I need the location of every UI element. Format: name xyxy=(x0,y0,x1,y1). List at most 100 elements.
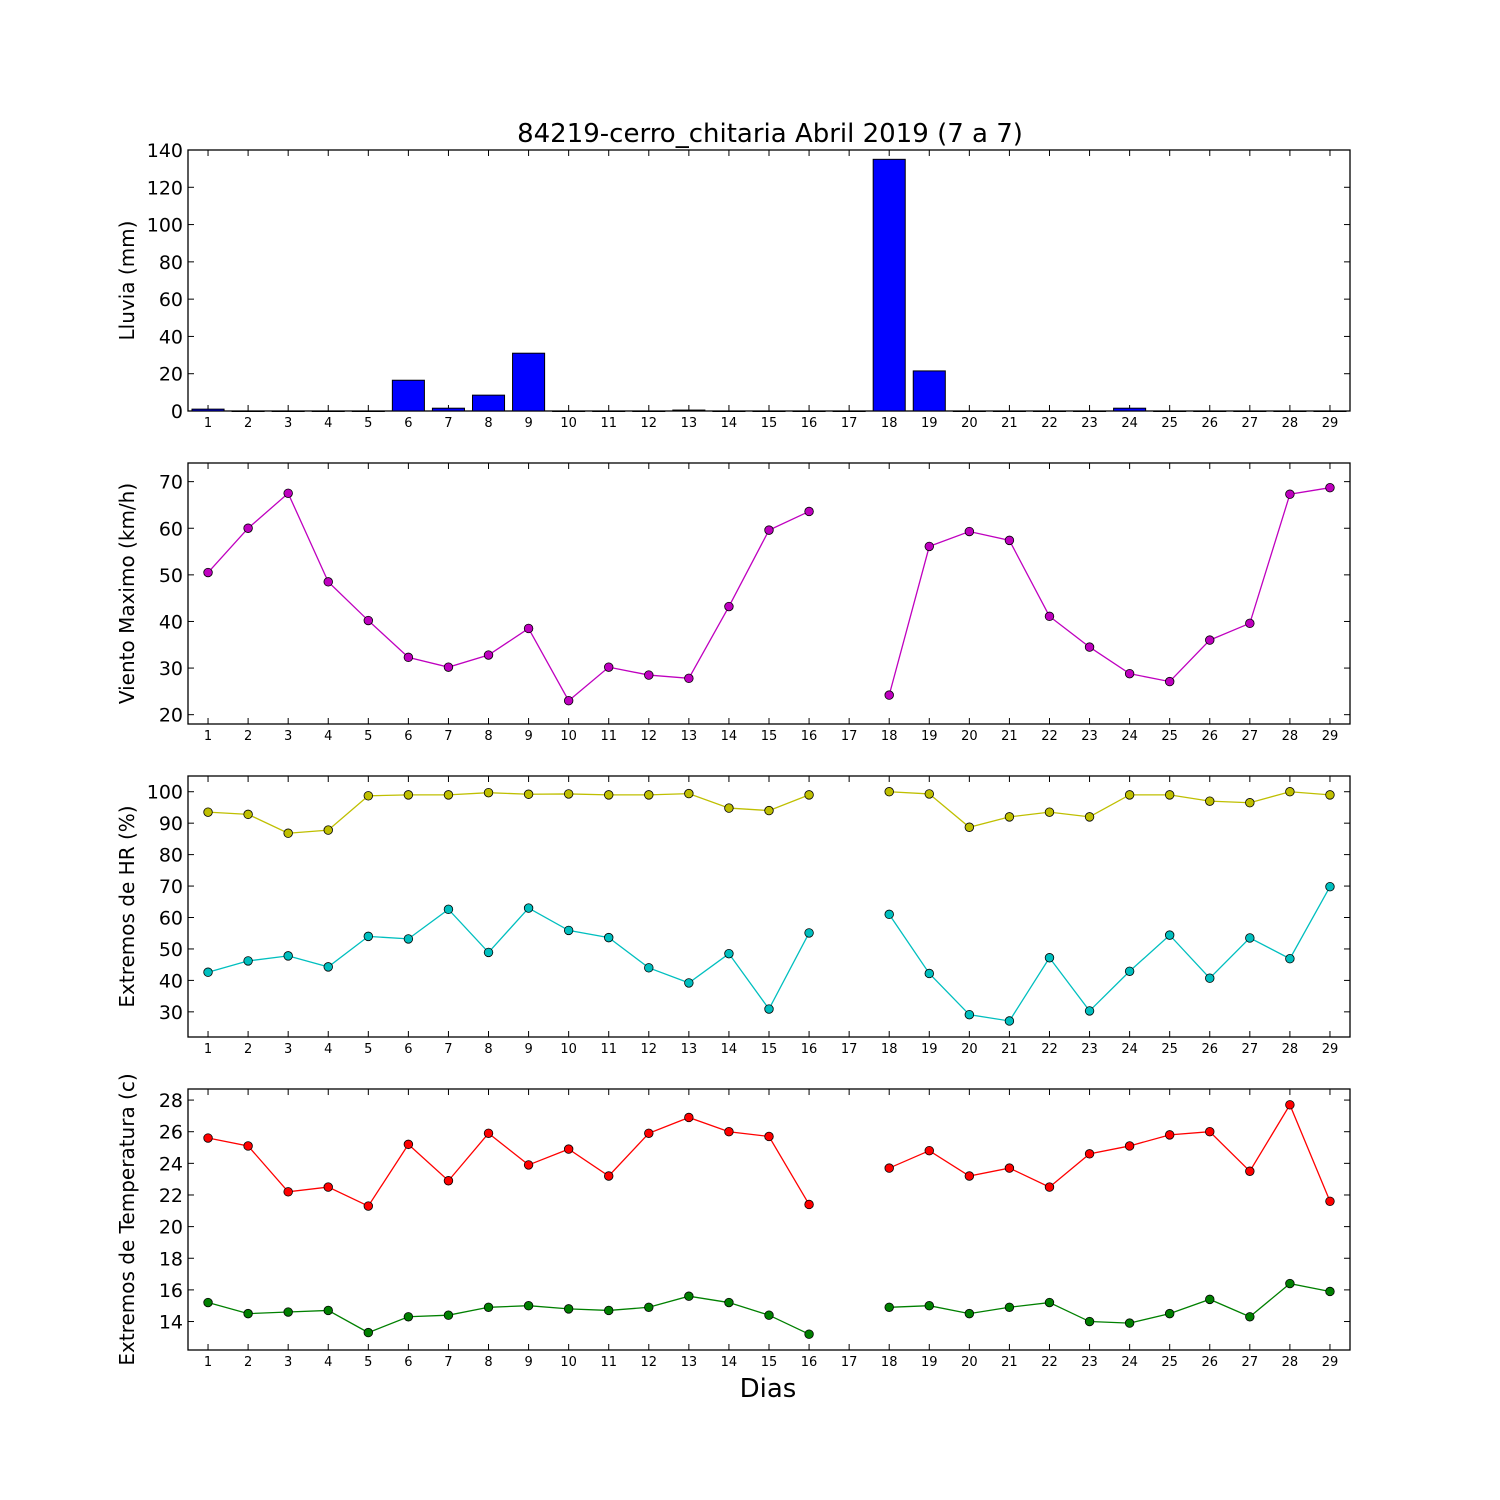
data-point xyxy=(203,807,213,817)
x-tick-label: 18 xyxy=(881,729,898,744)
y-tick-label: 28 xyxy=(159,1090,183,1112)
x-tick-label: 2 xyxy=(244,1355,252,1370)
x-tick-label: 20 xyxy=(961,1042,978,1057)
data-point xyxy=(1084,812,1095,822)
data-point xyxy=(684,978,694,988)
x-tick-label: 5 xyxy=(364,1042,372,1057)
x-tick-label: 22 xyxy=(1041,416,1058,431)
data-point xyxy=(483,947,494,958)
x-tick-label: 3 xyxy=(284,1042,292,1057)
y-tick-label: 60 xyxy=(159,908,183,930)
data-point xyxy=(1205,973,1215,983)
x-tick-label: 2 xyxy=(244,1042,252,1057)
data-point xyxy=(724,1127,734,1137)
x-tick-label: 25 xyxy=(1161,1042,1178,1057)
data-point xyxy=(644,670,654,680)
data-point xyxy=(323,962,333,972)
bar xyxy=(431,407,465,412)
y-tick-label: 140 xyxy=(147,140,183,162)
x-tick-label: 24 xyxy=(1121,729,1138,744)
data-point xyxy=(1245,798,1255,808)
data-point xyxy=(283,951,293,961)
data-point xyxy=(764,1310,774,1320)
y-tick-label: 60 xyxy=(159,289,183,311)
data-point xyxy=(203,567,213,578)
data-point xyxy=(363,931,374,942)
data-point xyxy=(323,577,333,587)
data-point xyxy=(403,934,414,944)
series-line xyxy=(888,1103,1331,1202)
data-point xyxy=(1044,611,1055,622)
data-point xyxy=(604,932,614,943)
x-tick-label: 14 xyxy=(721,729,738,744)
bar xyxy=(231,410,265,412)
x-tick-label: 29 xyxy=(1322,729,1339,744)
x-tick-label: 13 xyxy=(681,416,698,431)
bar xyxy=(712,410,746,412)
x-tick-label: 2 xyxy=(244,729,252,744)
y-tick-label: 16 xyxy=(159,1280,183,1302)
y-tick-label: 20 xyxy=(159,705,183,727)
x-tick-label: 4 xyxy=(324,729,332,744)
data-point xyxy=(243,523,253,533)
x-tick-label: 19 xyxy=(921,729,938,744)
data-point xyxy=(764,525,774,535)
data-point xyxy=(804,506,814,517)
y-tick-label: 80 xyxy=(159,845,183,867)
x-tick-label: 7 xyxy=(444,1355,452,1370)
x-tick-label: 1 xyxy=(204,729,212,744)
data-point xyxy=(1124,668,1135,679)
data-point xyxy=(924,1145,934,1156)
x-tick-label: 5 xyxy=(364,729,372,744)
data-point xyxy=(1245,618,1255,629)
data-point xyxy=(684,673,694,684)
x-tick-label: 27 xyxy=(1242,729,1259,744)
data-point xyxy=(964,1171,975,1181)
data-point xyxy=(443,1310,454,1320)
x-tick-label: 14 xyxy=(721,1042,738,1057)
x-tick-label: 14 xyxy=(721,416,738,431)
data-point xyxy=(483,1128,494,1138)
data-point xyxy=(283,828,293,838)
data-point xyxy=(1164,1130,1175,1140)
data-point xyxy=(1164,1308,1175,1319)
x-tick-label: 10 xyxy=(560,416,577,431)
data-point xyxy=(964,1308,975,1319)
data-point xyxy=(283,1187,293,1197)
data-point xyxy=(1164,676,1175,687)
data-point xyxy=(1245,933,1255,943)
x-tick-label: 17 xyxy=(841,1042,858,1057)
y-tick-label: 24 xyxy=(159,1153,183,1175)
y-tick-label: 0 xyxy=(171,401,183,423)
x-tick-label: 12 xyxy=(641,729,658,744)
data-point xyxy=(1285,787,1295,797)
data-point xyxy=(1004,535,1015,546)
data-point xyxy=(1044,1297,1055,1308)
bar xyxy=(351,410,385,412)
x-tick-label: 17 xyxy=(841,416,858,431)
data-point xyxy=(363,1201,374,1211)
axes-frame xyxy=(187,462,1351,725)
data-point xyxy=(804,1199,814,1210)
data-point xyxy=(203,967,213,977)
x-tick-label: 23 xyxy=(1081,1355,1098,1370)
bar xyxy=(1233,410,1267,412)
y-tick-label: 80 xyxy=(159,252,183,274)
data-point xyxy=(243,809,253,820)
x-tick-label: 8 xyxy=(484,416,492,431)
y-axis-label: Viento Maximo (km/h) xyxy=(115,483,139,704)
x-tick-label: 1 xyxy=(204,416,212,431)
x-tick-label: 28 xyxy=(1282,1355,1299,1370)
y-tick-label: 40 xyxy=(159,326,183,348)
x-tick-label: 26 xyxy=(1201,729,1218,744)
x-tick-label: 18 xyxy=(881,1355,898,1370)
x-tick-label: 25 xyxy=(1161,1355,1178,1370)
y-tick-label: 18 xyxy=(159,1248,183,1270)
x-tick-label: 28 xyxy=(1282,1042,1299,1057)
data-point xyxy=(443,904,454,915)
x-tick-label: 4 xyxy=(324,1355,332,1370)
bar xyxy=(1073,410,1107,412)
